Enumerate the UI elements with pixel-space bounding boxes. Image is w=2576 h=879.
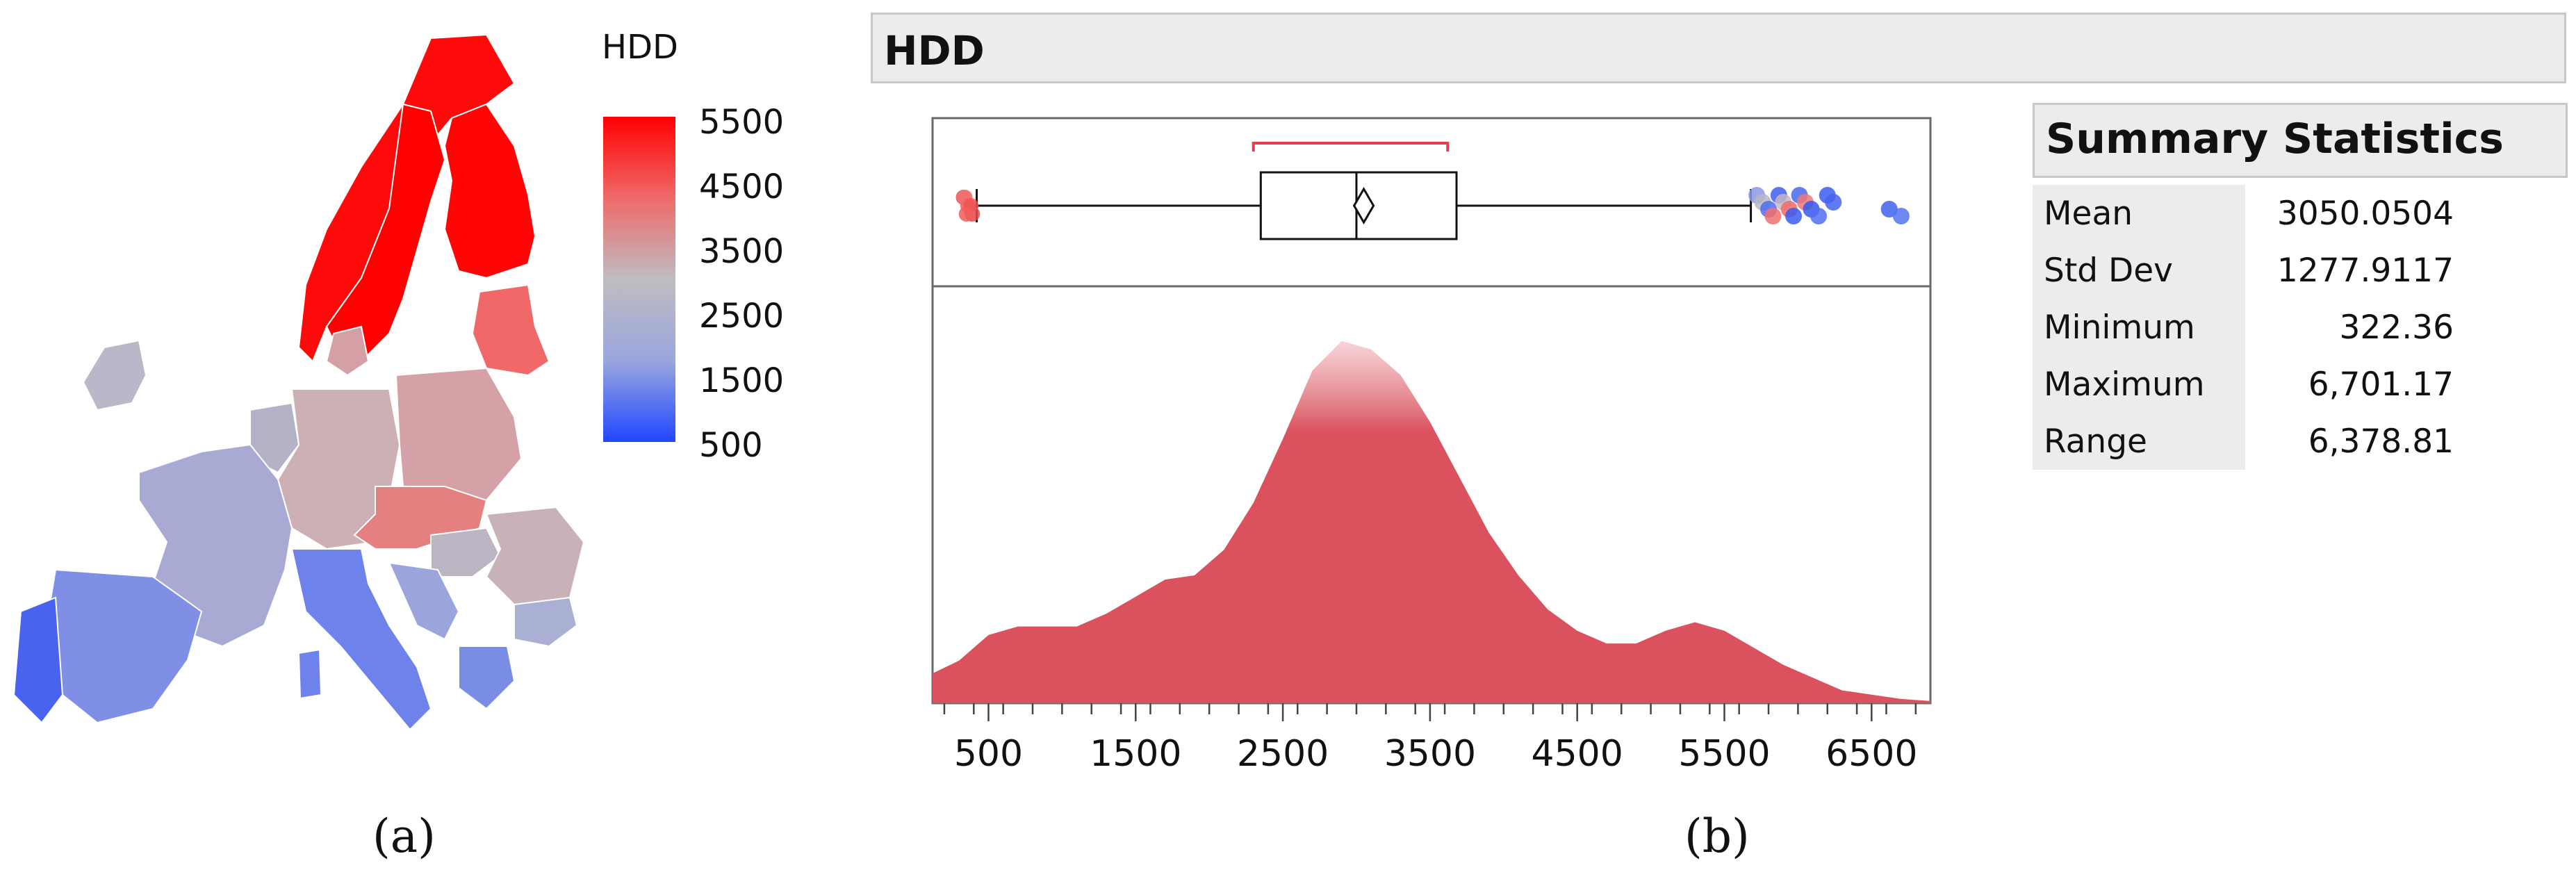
legend-tick-label: 1500	[699, 361, 785, 400]
x-tick-label: 5500	[1678, 733, 1770, 771]
stat-value: 1277.9117	[2276, 251, 2454, 290]
map-region-baltics	[471, 284, 550, 377]
hdd-distribution-chart: 500 1500 2500 3500 4500 5500 6500	[931, 117, 1932, 771]
map-region-sweden	[325, 103, 446, 363]
summary-statistics-table: Mean 3050.0504 Std Dev 1277.9117 Minimum…	[2033, 185, 2461, 470]
europe-choropleth-map	[13, 33, 585, 731]
stat-label: Minimum	[2033, 299, 2245, 356]
stat-value: 3050.0504	[2276, 194, 2454, 233]
map-panel: HDD 5500 4500 3500 2500 1500 500	[0, 0, 806, 879]
map-region-balkans	[388, 561, 460, 641]
stat-label: Mean	[2033, 185, 2245, 242]
x-tick-label: 6500	[1826, 733, 1917, 771]
legend-tick-label: 5500	[699, 103, 785, 142]
map-region-ireland	[82, 339, 147, 411]
map-region-greece	[458, 646, 516, 710]
stat-row: Mean 3050.0504	[2033, 185, 2461, 242]
stat-label: Maximum	[2033, 356, 2245, 413]
x-tick-label: 2500	[1237, 733, 1329, 771]
legend-tick-label: 2500	[699, 297, 785, 336]
stat-row: Maximum 6,701.17	[2033, 356, 2461, 413]
summary-statistics-panel: Summary Statistics Mean 3050.0504 Std De…	[2033, 103, 2568, 470]
map-region-sardinia	[297, 648, 322, 700]
outlier-point	[1785, 208, 1803, 224]
summary-statistics-title: Summary Statistics	[2033, 103, 2568, 178]
boxplot-mean-diamond	[1352, 187, 1375, 224]
map-region-romania	[485, 506, 585, 606]
x-tick-label: 4500	[1532, 733, 1623, 771]
stat-row: Std Dev 1277.9117	[2033, 242, 2461, 299]
x-tick-label: 3500	[1384, 733, 1476, 771]
map-region-italy	[290, 548, 432, 731]
map-region-denmark	[325, 325, 370, 377]
legend-tick-label: 4500	[699, 167, 785, 206]
legend-title: HDD	[602, 28, 679, 67]
legend-tick-label: 500	[699, 426, 763, 465]
stat-row: Range 6,378.81	[2033, 413, 2461, 470]
distribution-header-title: HDD	[884, 27, 985, 74]
legend-color-bar	[603, 117, 675, 442]
map-region-germany	[277, 388, 401, 550]
caption-b: (b)	[1684, 810, 1750, 863]
x-tick-label: 500	[954, 733, 1023, 771]
outlier-point	[1825, 194, 1842, 211]
x-tick-label: 1500	[1090, 733, 1181, 771]
legend-tick-label: 3500	[699, 232, 785, 271]
outlier-point	[1892, 208, 1910, 224]
outlier-point	[958, 206, 974, 222]
shortest-half-bracket	[1252, 142, 1450, 151]
stat-value: 6,701.17	[2308, 365, 2454, 404]
distribution-header: HDD	[871, 13, 2566, 83]
outlier-point	[1764, 208, 1782, 224]
caption-a: (a)	[372, 810, 436, 863]
map-region-portugal	[13, 596, 64, 724]
stat-row: Minimum 322.36	[2033, 299, 2461, 356]
stat-value: 6,378.81	[2308, 422, 2454, 461]
map-region-bulgaria	[514, 596, 578, 648]
stat-label: Std Dev	[2033, 242, 2245, 299]
stat-value: 322.36	[2339, 308, 2454, 347]
outlier-point	[1810, 208, 1828, 224]
map-region-finland	[443, 103, 536, 279]
density-area	[933, 340, 1930, 703]
stat-label: Range	[2033, 413, 2245, 470]
